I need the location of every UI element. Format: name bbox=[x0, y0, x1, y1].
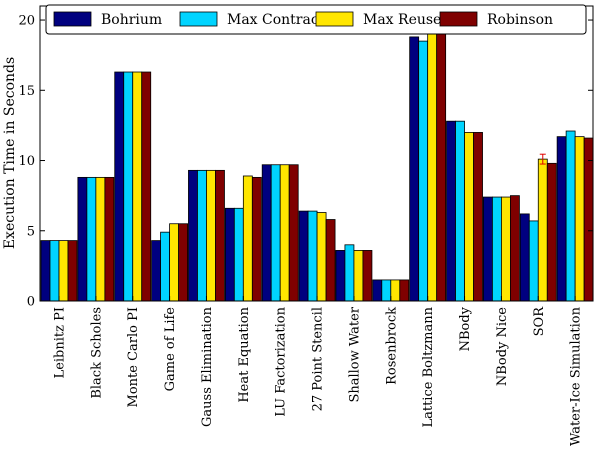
bar-bohrium bbox=[556, 136, 567, 302]
bar-bohrium bbox=[298, 210, 309, 302]
bar-max-reuse bbox=[353, 250, 364, 302]
bar-bohrium bbox=[409, 36, 420, 302]
bar-max-contract bbox=[528, 220, 539, 302]
bar-max-contract bbox=[344, 244, 355, 302]
legend-swatch bbox=[315, 11, 354, 27]
bar-max-contract bbox=[455, 120, 465, 302]
bar-robinson bbox=[473, 132, 483, 302]
bar-max-reuse bbox=[427, 19, 438, 302]
bar-max-reuse bbox=[464, 132, 474, 302]
x-tick-label: LU Factorization bbox=[274, 306, 289, 416]
bar-bohrium bbox=[224, 207, 235, 302]
x-tick-label: Heat Equation bbox=[237, 306, 252, 402]
bars-group bbox=[40, 19, 594, 302]
bar-max-reuse bbox=[132, 71, 143, 302]
y-tick-label: 20 bbox=[18, 14, 35, 29]
bar-max-reuse bbox=[58, 240, 69, 302]
bar-robinson bbox=[215, 169, 225, 302]
bar-robinson bbox=[399, 279, 410, 302]
bar-bohrium bbox=[482, 196, 493, 302]
legend-label: Robinson bbox=[487, 12, 553, 28]
bar-robinson bbox=[178, 223, 189, 302]
bar-max-contract bbox=[160, 231, 171, 302]
bar-max-reuse bbox=[316, 212, 327, 302]
bar-robinson bbox=[251, 176, 262, 302]
x-tick-label: NBody bbox=[458, 306, 473, 351]
x-tick-label: Rosenbrock bbox=[384, 307, 399, 385]
y-tick-label: 10 bbox=[18, 154, 35, 169]
bar-max-contract bbox=[307, 210, 318, 302]
bar-bohrium bbox=[335, 250, 346, 302]
bar-max-contract bbox=[123, 71, 134, 302]
bar-bohrium bbox=[40, 240, 51, 302]
bar-bohrium bbox=[114, 71, 125, 302]
bar-max-reuse bbox=[169, 223, 180, 302]
y-axis-label: Execution Time in Seconds bbox=[2, 57, 18, 249]
x-tick-label: NBody Nice bbox=[495, 307, 510, 386]
bar-robinson bbox=[362, 250, 373, 302]
legend-label: Bohrium bbox=[101, 12, 162, 28]
bar-bohrium bbox=[446, 120, 456, 302]
bar-bohrium bbox=[261, 164, 272, 302]
x-tick-label: 27 Point Stencil bbox=[311, 307, 326, 411]
y-tick-label: 5 bbox=[27, 224, 35, 239]
bar-max-contract bbox=[86, 176, 97, 302]
bar-max-reuse bbox=[206, 169, 216, 302]
bar-robinson bbox=[436, 25, 447, 302]
x-tick-label: Lattice Boltzmann bbox=[421, 306, 436, 427]
bar-bohrium bbox=[372, 279, 383, 302]
legend-swatch bbox=[53, 11, 92, 27]
bar-max-contract bbox=[49, 240, 60, 302]
x-tick-label: Game of Life bbox=[163, 307, 178, 392]
bar-bohrium bbox=[188, 169, 198, 302]
bar-robinson bbox=[67, 240, 78, 302]
bar-max-reuse bbox=[500, 196, 511, 302]
bar-max-contract bbox=[197, 169, 207, 302]
x-tick-label: Monte Carlo PI bbox=[126, 307, 141, 407]
legend-label: Max Reuse bbox=[363, 12, 441, 28]
bar-max-reuse bbox=[574, 136, 585, 302]
bar-robinson bbox=[325, 219, 336, 302]
bar-bohrium bbox=[151, 240, 162, 302]
y-axis: 0 5 10 15 20 bbox=[18, 14, 593, 310]
bar-bohrium bbox=[77, 176, 88, 302]
x-axis: Leibnitz PI Black Scholes Monte Carlo PI Ga… bbox=[53, 296, 584, 446]
legend: Bohrium Max Contract Max Reuse Robinson bbox=[45, 4, 587, 35]
bar-max-contract bbox=[381, 279, 392, 302]
bar-max-reuse bbox=[242, 175, 253, 302]
x-tick-label: Black Scholes bbox=[89, 307, 104, 399]
x-tick-label: SOR bbox=[532, 306, 547, 337]
bar-robinson bbox=[141, 71, 152, 302]
legend-label: Max Contract bbox=[227, 12, 325, 28]
y-tick-label: 0 bbox=[27, 295, 35, 310]
bar-max-contract bbox=[270, 164, 281, 302]
bar-max-contract bbox=[418, 40, 429, 302]
x-tick-label: Leibnitz PI bbox=[53, 307, 68, 378]
legend-swatch bbox=[439, 11, 478, 27]
y-tick-label: 15 bbox=[18, 84, 35, 99]
bar-robinson bbox=[104, 176, 115, 302]
error-bar bbox=[539, 153, 546, 165]
bar-max-reuse bbox=[279, 164, 290, 302]
bar-max-contract bbox=[491, 196, 502, 302]
x-tick-label: Water-Ice Simulation bbox=[569, 306, 584, 446]
x-tick-label: Gauss Elimination bbox=[200, 306, 215, 427]
bar-robinson bbox=[288, 164, 299, 302]
bar-max-contract bbox=[233, 207, 244, 302]
bar-robinson bbox=[583, 137, 594, 302]
bar-max-reuse bbox=[95, 176, 106, 302]
bar-robinson bbox=[546, 162, 557, 302]
bar-max-reuse bbox=[537, 158, 548, 302]
bar-max-contract bbox=[565, 130, 576, 302]
legend-swatch bbox=[179, 11, 218, 27]
bar-robinson bbox=[509, 195, 520, 302]
bar-bohrium bbox=[519, 213, 530, 302]
x-tick-label: Shallow Water bbox=[347, 306, 362, 402]
bar-max-reuse bbox=[390, 279, 401, 302]
